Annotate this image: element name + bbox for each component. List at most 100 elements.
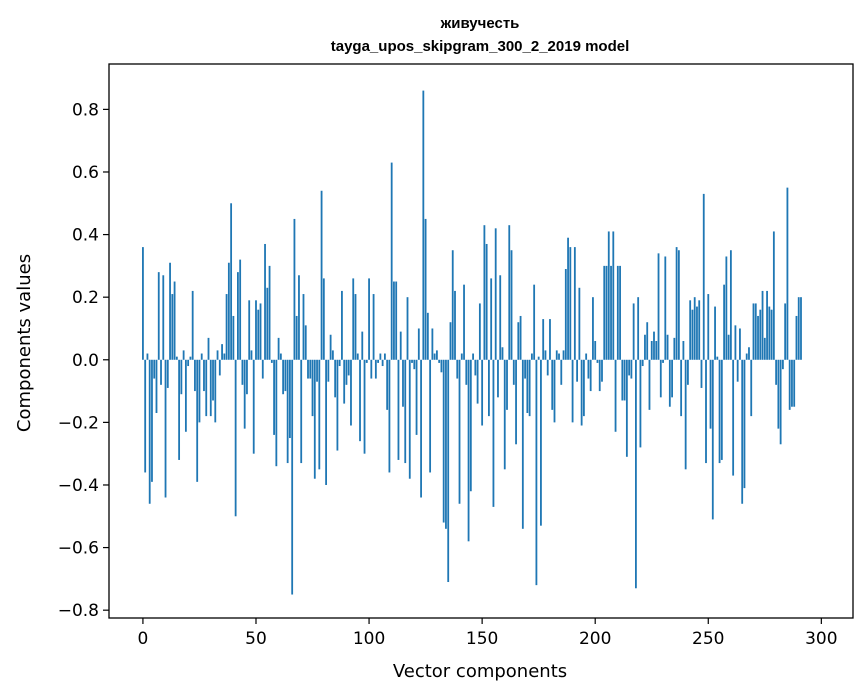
bar xyxy=(347,359,350,376)
bar xyxy=(689,300,692,360)
bar xyxy=(327,359,330,382)
bar xyxy=(248,300,251,360)
bar xyxy=(603,265,606,360)
bar xyxy=(743,359,746,489)
bar xyxy=(334,359,337,398)
bar xyxy=(467,359,470,542)
bar xyxy=(598,359,601,392)
bar xyxy=(379,353,382,360)
bar xyxy=(354,294,357,360)
bar xyxy=(447,359,450,583)
y-axis-label: Components values xyxy=(14,254,35,432)
bar xyxy=(343,359,346,404)
bar xyxy=(757,315,759,360)
bar xyxy=(386,359,389,410)
bar xyxy=(279,353,282,360)
bar xyxy=(406,297,409,360)
bar xyxy=(732,359,735,476)
bar xyxy=(515,359,517,445)
bar xyxy=(576,359,579,382)
bar xyxy=(503,359,506,470)
bar xyxy=(750,359,753,417)
bar xyxy=(216,350,219,360)
bar xyxy=(182,350,185,360)
bar xyxy=(664,256,667,360)
bar xyxy=(517,322,520,360)
bar xyxy=(180,359,183,395)
bar xyxy=(729,250,732,360)
bar xyxy=(770,309,773,360)
bar xyxy=(668,359,671,407)
bar xyxy=(162,275,165,360)
bar xyxy=(625,359,628,457)
bar xyxy=(399,331,402,360)
y-tick-label: 0.0 xyxy=(72,351,99,371)
bar xyxy=(451,250,454,360)
bar xyxy=(218,359,221,376)
bar xyxy=(420,359,422,498)
bar xyxy=(336,359,339,451)
bar xyxy=(745,353,748,360)
bar xyxy=(259,303,262,360)
bar xyxy=(166,359,169,388)
bar xyxy=(675,247,678,360)
bar xyxy=(795,315,798,360)
bar xyxy=(390,162,393,360)
bar xyxy=(544,350,547,360)
bar xyxy=(393,281,395,360)
bar xyxy=(232,315,235,360)
bar xyxy=(506,359,508,410)
bar xyxy=(300,359,303,464)
bar xyxy=(763,337,766,360)
bar xyxy=(415,359,418,435)
bar xyxy=(363,359,366,454)
bar xyxy=(512,359,515,385)
bar xyxy=(490,278,493,360)
bar xyxy=(768,306,771,360)
bar xyxy=(698,300,701,360)
x-axis-ticks: 0 50 100 150 200 250 300 xyxy=(138,618,838,649)
bar xyxy=(528,359,531,417)
bar xyxy=(175,356,178,360)
bar xyxy=(227,262,230,360)
bar xyxy=(524,359,526,379)
y-tick-label: −0.4 xyxy=(58,476,99,496)
bar xyxy=(356,353,359,360)
bar xyxy=(630,359,633,379)
bar xyxy=(329,334,332,360)
bar xyxy=(691,309,694,360)
bar xyxy=(438,359,441,363)
bar xyxy=(476,359,479,404)
bar xyxy=(241,359,244,385)
bar xyxy=(601,359,603,382)
bar xyxy=(426,312,429,360)
bar xyxy=(775,359,778,385)
bar xyxy=(632,303,635,360)
bar xyxy=(605,265,608,360)
bar xyxy=(291,359,294,595)
bar xyxy=(530,353,533,360)
bar xyxy=(325,359,327,485)
bar xyxy=(341,290,343,360)
bar xyxy=(696,306,698,360)
bar xyxy=(596,359,599,363)
bar xyxy=(338,359,341,367)
bar xyxy=(383,353,386,360)
chart-subtitle: tayga_upos_skipgram_300_2_2019 model xyxy=(331,38,630,55)
bar xyxy=(610,265,612,360)
bar xyxy=(365,359,368,363)
bar xyxy=(286,359,289,464)
bar xyxy=(372,294,375,360)
bar xyxy=(277,337,280,360)
bar xyxy=(207,337,210,360)
x-tick-label: 0 xyxy=(138,629,149,649)
bar xyxy=(146,353,149,360)
bar xyxy=(705,359,707,464)
bar xyxy=(716,356,719,360)
bar xyxy=(302,294,305,360)
bar xyxy=(485,243,488,360)
bar xyxy=(788,359,791,410)
bar xyxy=(644,334,646,360)
bar xyxy=(318,359,321,470)
bar xyxy=(237,272,239,360)
